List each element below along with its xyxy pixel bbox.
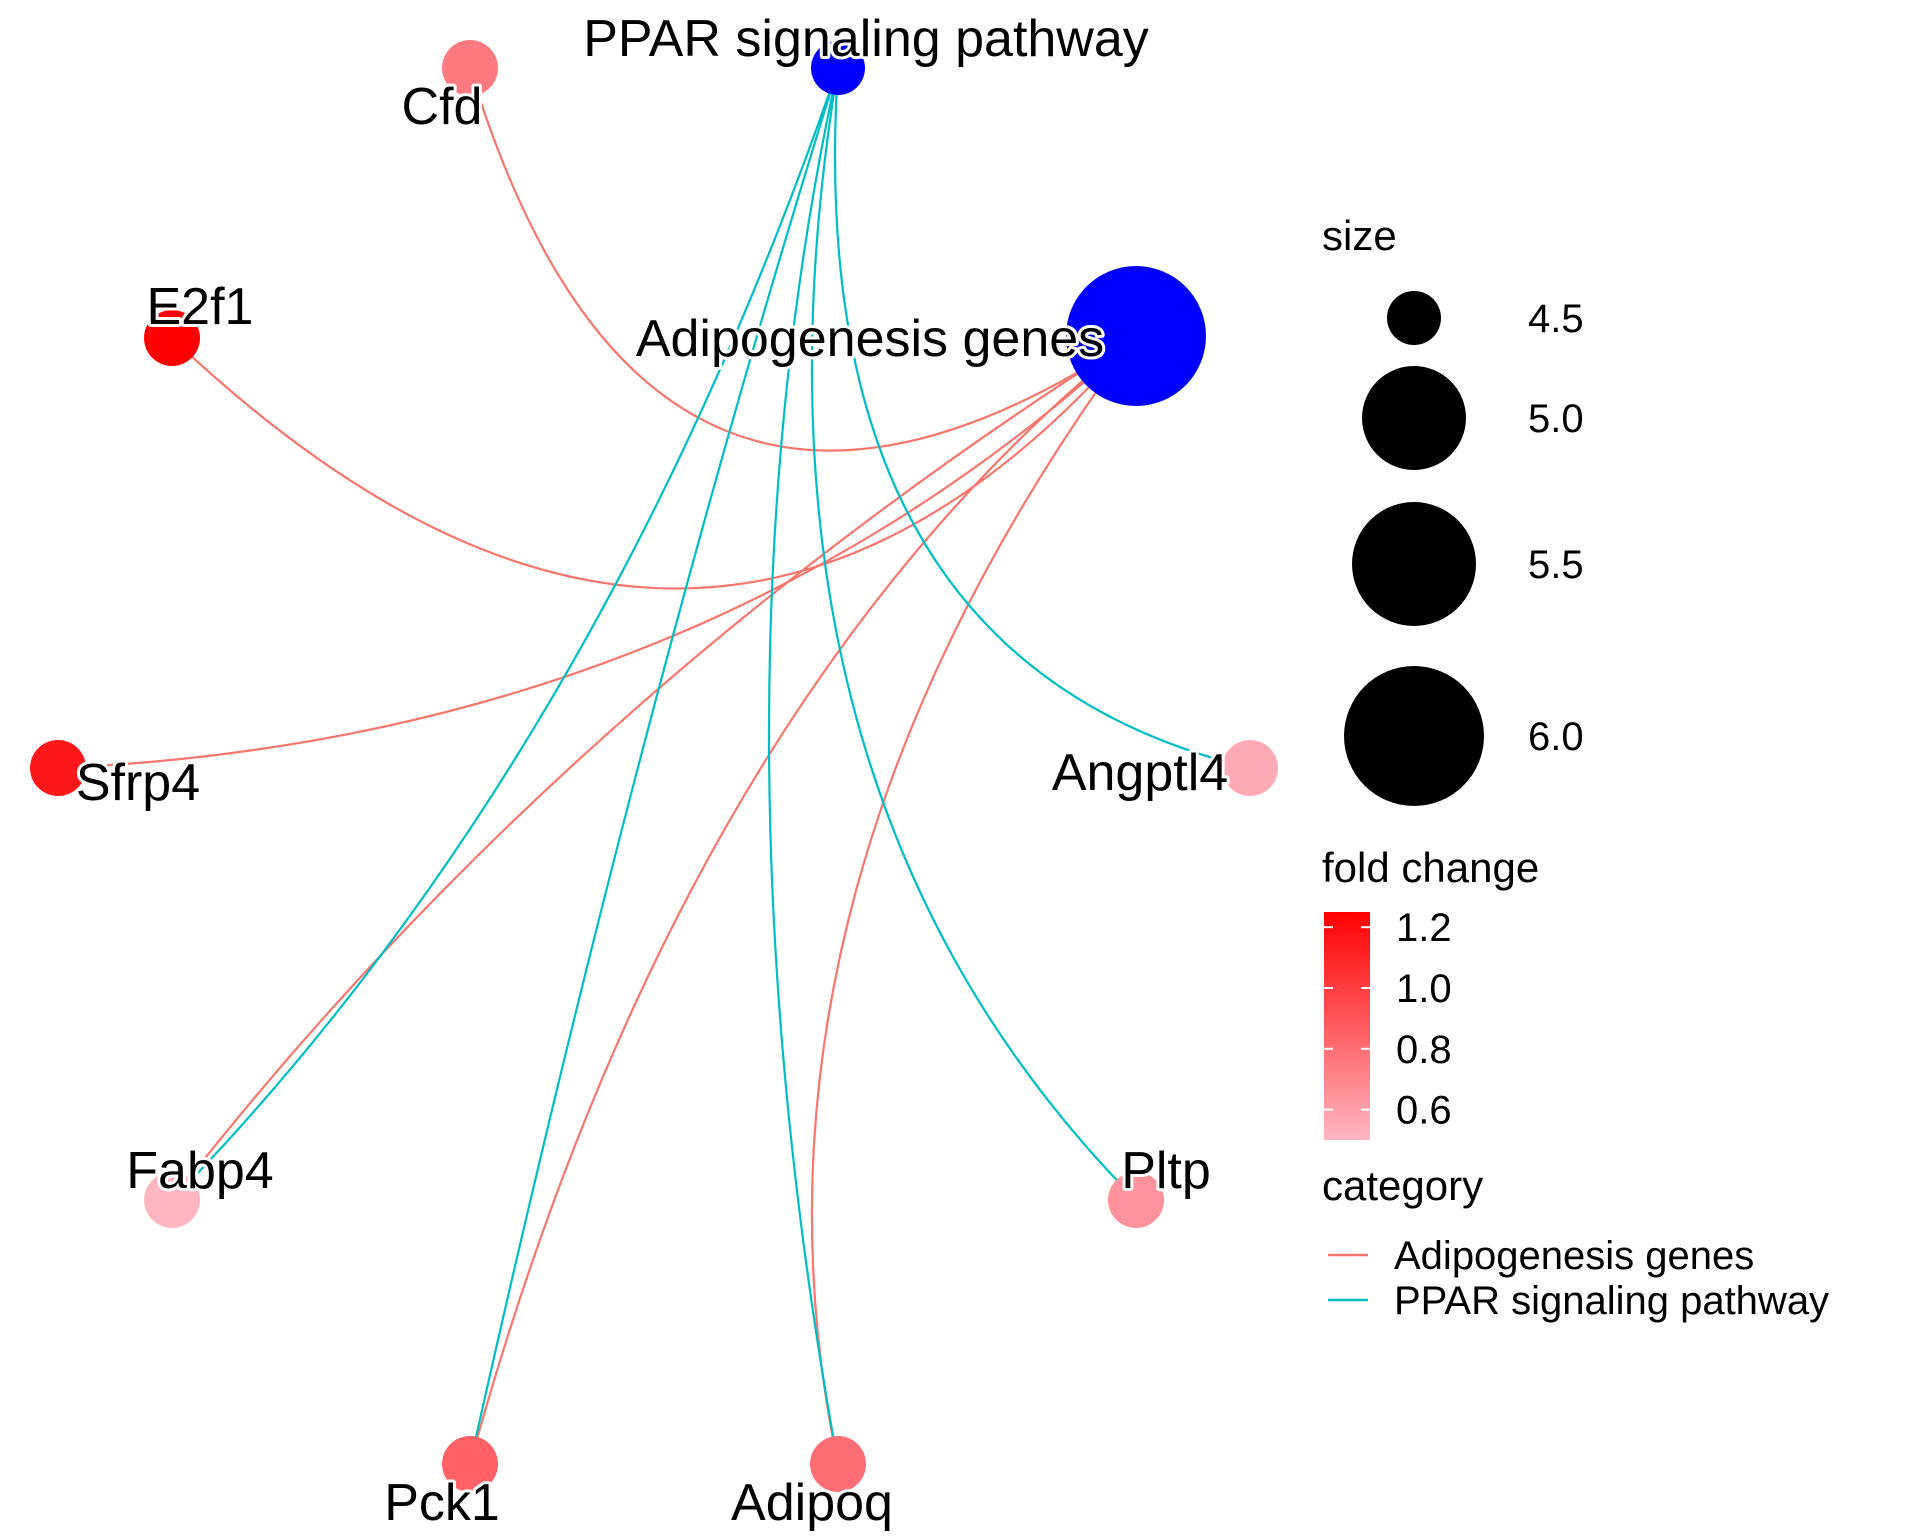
nodes-layer: [30, 40, 1278, 1492]
size-legend-label-6-0: 6.0: [1528, 715, 1584, 759]
fold-change-tick-label: 1.2: [1396, 906, 1452, 950]
node-adipoq: [810, 1436, 866, 1492]
edge-ppar-pck1: [468, 67, 840, 1465]
fold-change-ticks: 1.2 1.0 0.8 0.6: [1324, 906, 1452, 1133]
category-legend-title: category: [1322, 1162, 1483, 1209]
edge-ppar-angptl4: [834, 67, 1251, 770]
size-legend-symbol-5-5: [1352, 502, 1476, 626]
size-legend-label-4-5: 4.5: [1528, 297, 1584, 341]
node-cfd: [442, 40, 498, 96]
fold-change-colorbar: [1324, 912, 1370, 1140]
fold-change-tick-label: 1.0: [1396, 967, 1452, 1011]
node-angptl4: [1222, 740, 1278, 796]
fold-change-tick-label: 0.8: [1396, 1028, 1452, 1072]
edge-adipo-cfd: [468, 67, 1137, 452]
node-label-fabp4: Fabp4: [126, 1142, 273, 1200]
category-legend: category Adipogenesis genes PPAR signali…: [1322, 1162, 1829, 1323]
node-label-pck1: Pck1: [384, 1474, 500, 1532]
category-legend-label-ppar: PPAR signaling pathway: [1394, 1279, 1829, 1323]
size-legend: size 4.5 5.0 5.5 6.0: [1322, 212, 1584, 806]
node-label-cfd: Cfd: [402, 78, 483, 136]
node-label-e2f1: E2f1: [147, 278, 254, 336]
fold-change-tick-label: 0.6: [1396, 1089, 1452, 1133]
category-legend-label-adipogenesis: Adipogenesis genes: [1394, 1234, 1754, 1278]
edge-adipo-adipoq: [810, 335, 1137, 1465]
size-legend-label-5-5: 5.5: [1528, 543, 1584, 587]
node-label-angptl4: Angptl4: [1052, 744, 1228, 802]
edge-ppar-fabp4: [171, 67, 840, 1201]
edge-ppar-adipoq: [767, 67, 840, 1465]
size-legend-symbol-6-0: [1344, 666, 1484, 806]
node-pck1: [442, 1436, 498, 1492]
edge-ppar-pltp: [810, 67, 1137, 1201]
node-label-pltp: Pltp: [1121, 1142, 1211, 1200]
fold-change-legend: fold change 1.2 1.0 0.8 0.6: [1322, 844, 1539, 1140]
node-label-sfrp4: Sfrp4: [76, 754, 200, 812]
node-pltp: [1108, 1172, 1164, 1228]
edge-adipo-sfrp4: [57, 335, 1137, 770]
fold-change-legend-title: fold change: [1322, 844, 1539, 891]
size-legend-label-5-0: 5.0: [1528, 397, 1584, 441]
edge-adipo-e2f1: [171, 335, 1137, 590]
edge-adipo-fabp4: [171, 335, 1137, 1201]
node-adipo: [1066, 266, 1206, 406]
node-label-adipo: Adipogenesis genes: [636, 310, 1104, 368]
node-ppar: [811, 41, 865, 95]
node-label-ppar: PPAR signaling pathway: [583, 10, 1149, 68]
node-sfrp4: [30, 740, 86, 796]
size-legend-symbol-5-0: [1362, 366, 1466, 470]
node-fabp4: [144, 1172, 200, 1228]
size-legend-title: size: [1322, 212, 1397, 259]
node-label-adipoq: Adipoq: [731, 1474, 893, 1532]
edges-layer: [57, 67, 1251, 1465]
edge-adipo-pck1: [468, 335, 1137, 1465]
size-legend-symbol-4-5: [1387, 291, 1441, 345]
labels-layer: PPAR signaling pathway Adipogenesis genes…: [73, 7, 1231, 1535]
node-e2f1: [144, 310, 200, 366]
